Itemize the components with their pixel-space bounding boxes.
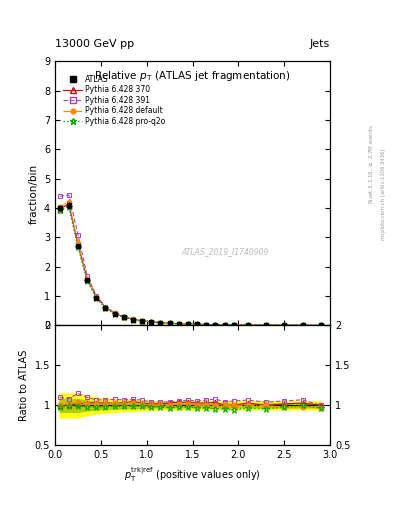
Text: ATLAS_2019_I1740909: ATLAS_2019_I1740909 (182, 247, 269, 256)
X-axis label: $p_{\rm T}^{\rm trk|ref}$ (positive values only): $p_{\rm T}^{\rm trk|ref}$ (positive valu… (124, 466, 261, 484)
Text: mcplots.cern.ch [arXiv:1306.3436]: mcplots.cern.ch [arXiv:1306.3436] (381, 149, 386, 240)
Y-axis label: fraction/bin: fraction/bin (28, 163, 39, 224)
Legend: ATLAS, Pythia 6.428 370, Pythia 6.428 391, Pythia 6.428 default, Pythia 6.428 pr: ATLAS, Pythia 6.428 370, Pythia 6.428 39… (62, 73, 167, 127)
Text: Rivet 3.1.10, $\geq$ 2.7M events: Rivet 3.1.10, $\geq$ 2.7M events (367, 123, 375, 204)
Text: Relative $p_{\mathrm{T}}$ (ATLAS jet fragmentation): Relative $p_{\mathrm{T}}$ (ATLAS jet fra… (94, 69, 291, 83)
Text: Jets: Jets (310, 38, 330, 49)
Y-axis label: Ratio to ATLAS: Ratio to ATLAS (19, 350, 29, 421)
Text: 13000 GeV pp: 13000 GeV pp (55, 38, 134, 49)
